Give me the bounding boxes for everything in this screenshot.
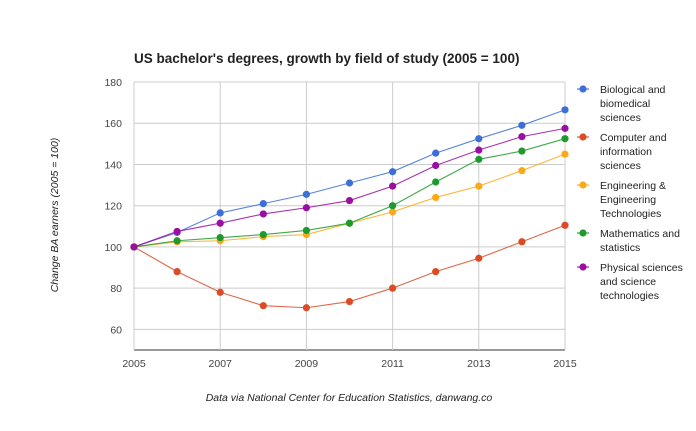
y-tick-label: 100 <box>104 242 122 254</box>
data-point <box>173 237 181 245</box>
x-tick-label: 2015 <box>553 358 577 370</box>
data-point <box>389 208 397 216</box>
data-point <box>561 150 569 158</box>
data-point <box>475 182 483 190</box>
data-point <box>518 121 526 129</box>
data-point <box>561 106 569 114</box>
data-point <box>432 193 440 202</box>
data-point <box>432 268 440 276</box>
legend-label: information <box>600 146 652 158</box>
legend-label: and science <box>600 276 656 288</box>
data-point <box>345 179 354 187</box>
data-point <box>561 124 569 132</box>
series-line <box>133 127 566 248</box>
data-point <box>518 238 526 246</box>
legend-label: sciences <box>600 112 641 124</box>
series-line <box>133 138 566 248</box>
data-point <box>389 284 397 292</box>
data-point <box>389 202 397 210</box>
x-tick-label: 2009 <box>295 358 319 370</box>
legend-marker <box>579 229 587 237</box>
legend-marker <box>579 85 587 93</box>
y-axis-ticks: 60 80 100 120 140 160 180 <box>104 77 122 336</box>
legend-label: Engineering & <box>600 180 666 192</box>
data-point <box>173 268 181 276</box>
y-tick-label: 120 <box>104 201 122 213</box>
data-point <box>216 288 224 296</box>
data-point <box>302 304 310 312</box>
series-line <box>133 224 566 309</box>
legend-label: Biological and <box>600 84 666 96</box>
data-point <box>173 227 181 236</box>
legend-label: Mathematics and <box>600 228 680 240</box>
data-point <box>130 243 138 251</box>
x-tick-label: 2005 <box>122 358 146 370</box>
data-point <box>389 168 397 176</box>
legend-label: Physical sciences <box>600 262 683 274</box>
series-points <box>130 106 569 312</box>
data-point <box>259 210 267 218</box>
data-point <box>259 302 267 310</box>
legend-marker <box>579 263 587 271</box>
y-tick-label: 80 <box>110 283 122 295</box>
data-point <box>345 219 354 227</box>
data-point <box>302 190 310 198</box>
y-tick-label: 140 <box>104 159 122 171</box>
x-tick-label: 2007 <box>209 358 233 370</box>
x-tick-label: 2013 <box>467 358 491 370</box>
x-axis-ticks: 2005 2007 2009 2011 2013 2015 <box>122 358 577 370</box>
data-point <box>345 196 354 205</box>
legend: Biological and biomedical sciences Computer… <box>577 84 683 302</box>
data-point <box>518 147 526 155</box>
data-point <box>518 167 526 175</box>
y-axis-label: Change BA earners (2005 = 100) <box>49 138 61 293</box>
data-point <box>432 149 440 157</box>
data-point <box>475 155 483 163</box>
legend-label: statistics <box>600 242 640 254</box>
legend-label: Technologies <box>600 208 661 220</box>
x-tick-label: 2011 <box>381 358 404 370</box>
data-point <box>475 135 483 143</box>
series-lines <box>133 109 566 309</box>
y-tick-label: 180 <box>104 77 122 89</box>
data-point <box>302 204 310 212</box>
data-point <box>561 221 569 229</box>
data-point <box>216 219 224 227</box>
data-point <box>216 209 224 217</box>
legend-label: sciences <box>600 160 641 172</box>
y-tick-label: 60 <box>110 324 122 336</box>
data-point <box>475 254 483 262</box>
data-point <box>302 226 310 235</box>
source-note: Data via National Center for Education S… <box>206 392 493 404</box>
grid <box>133 81 566 351</box>
data-point <box>432 178 440 186</box>
data-point <box>518 133 526 141</box>
data-point <box>561 135 569 143</box>
legend-label: Computer and <box>600 132 667 144</box>
legend-label: biomedical <box>600 98 650 110</box>
legend-label: Engineering <box>600 194 656 206</box>
data-point <box>259 200 267 208</box>
data-point <box>475 146 483 154</box>
data-point <box>432 161 440 170</box>
legend-label: technologies <box>600 290 659 302</box>
data-point <box>259 230 267 239</box>
y-tick-label: 160 <box>104 118 122 130</box>
legend-marker <box>579 181 587 189</box>
chart-title: US bachelor's degrees, growth by field o… <box>134 51 519 66</box>
data-point <box>216 234 224 242</box>
legend-marker <box>579 133 587 141</box>
data-point <box>345 297 354 306</box>
data-point <box>389 182 397 190</box>
